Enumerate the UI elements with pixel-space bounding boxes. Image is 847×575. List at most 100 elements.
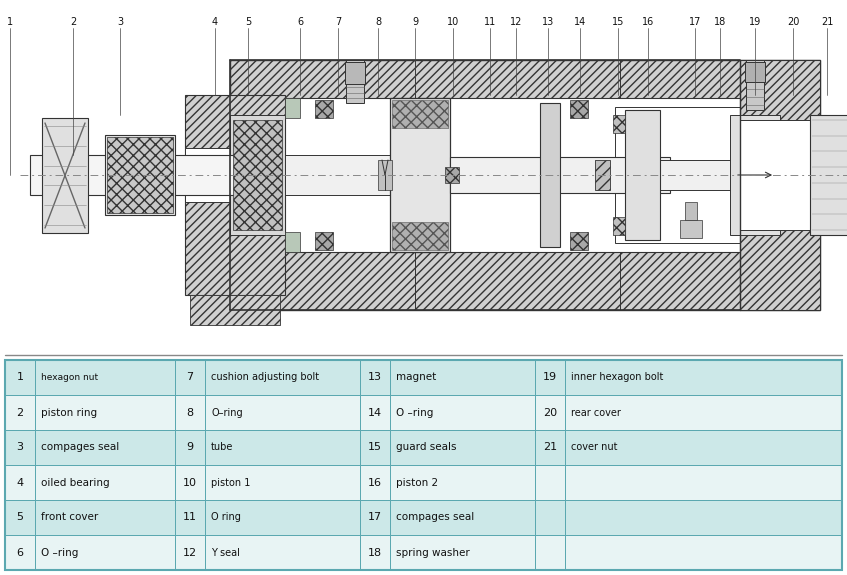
Bar (390, 360, 535, 395)
Bar (315, 100, 333, 118)
Text: 20: 20 (543, 408, 557, 417)
Bar (35, 535, 175, 570)
Bar (570, 100, 588, 118)
Bar (392, 100, 448, 128)
Text: 19: 19 (749, 17, 761, 27)
Bar (565, 395, 842, 430)
Bar (5, 500, 842, 535)
Bar (680, 220, 702, 238)
Bar (685, 202, 697, 220)
Text: 3: 3 (16, 443, 24, 453)
Bar (205, 535, 360, 570)
Bar (35, 500, 175, 535)
Text: piston ring: piston ring (41, 408, 97, 417)
Bar (35, 360, 175, 395)
Bar (175, 360, 205, 395)
Bar (392, 222, 448, 250)
Bar (175, 430, 205, 465)
Text: 1: 1 (16, 373, 24, 382)
Text: spring washer: spring washer (396, 547, 470, 558)
Bar (390, 465, 535, 500)
Bar (5, 465, 842, 500)
Bar (565, 535, 842, 570)
Bar (175, 395, 205, 430)
Text: 10: 10 (447, 17, 459, 27)
Bar (30, 155, 280, 195)
Text: 5: 5 (16, 512, 24, 523)
Bar (535, 395, 565, 430)
Bar (346, 60, 364, 103)
Bar (660, 160, 760, 190)
Bar (5, 360, 35, 395)
Bar (740, 120, 820, 230)
Bar (285, 98, 300, 118)
Bar (613, 115, 625, 133)
Bar (390, 535, 535, 570)
Bar (175, 500, 205, 535)
Text: 2: 2 (69, 17, 76, 27)
Bar (390, 500, 535, 535)
Bar (450, 157, 670, 193)
Bar (205, 500, 360, 535)
Text: front cover: front cover (41, 512, 98, 523)
Bar (360, 430, 390, 465)
Bar (230, 60, 820, 310)
Bar (570, 232, 588, 250)
Text: O–ring: O–ring (211, 408, 242, 417)
Bar (565, 465, 842, 500)
Text: oiled bearing: oiled bearing (41, 477, 109, 488)
Bar (730, 115, 780, 235)
Bar (390, 98, 450, 252)
Text: cushion adjusting bolt: cushion adjusting bolt (211, 373, 319, 382)
Bar (613, 217, 625, 235)
Bar (535, 465, 565, 500)
Text: O –ring: O –ring (41, 547, 79, 558)
Bar (5, 360, 842, 395)
Bar (535, 360, 565, 395)
Bar (535, 430, 565, 465)
Text: compages seal: compages seal (396, 512, 474, 523)
Bar (745, 62, 765, 82)
Bar (175, 465, 205, 500)
Bar (205, 395, 360, 430)
Text: cover nut: cover nut (571, 443, 617, 453)
Text: 7: 7 (335, 17, 341, 27)
Text: 21: 21 (821, 17, 833, 27)
Bar (185, 148, 285, 202)
Text: 13: 13 (368, 373, 382, 382)
Text: compages seal: compages seal (41, 443, 119, 453)
Text: 6: 6 (16, 547, 24, 558)
Text: 17: 17 (689, 17, 701, 27)
Text: Y seal: Y seal (211, 547, 240, 558)
Text: 16: 16 (368, 477, 382, 488)
Text: O ring: O ring (211, 512, 241, 523)
Bar (535, 500, 565, 535)
Bar (107, 137, 173, 213)
Bar (595, 160, 610, 190)
Text: rear cover: rear cover (571, 408, 621, 417)
Text: 4: 4 (16, 477, 24, 488)
Text: piston 2: piston 2 (396, 477, 438, 488)
Bar (625, 110, 660, 240)
Text: 17: 17 (368, 512, 382, 523)
Text: tube: tube (211, 443, 234, 453)
Bar (5, 535, 35, 570)
Bar (390, 395, 535, 430)
Bar (565, 500, 842, 535)
Text: 15: 15 (368, 443, 382, 453)
Text: 16: 16 (642, 17, 654, 27)
Text: 3: 3 (117, 17, 123, 27)
Bar (378, 160, 392, 190)
Bar (285, 232, 300, 252)
Bar (615, 107, 815, 243)
Text: 8: 8 (186, 408, 194, 417)
Text: inner hexagon bolt: inner hexagon bolt (571, 373, 663, 382)
Bar (535, 535, 565, 570)
Bar (5, 430, 35, 465)
Text: 1: 1 (7, 17, 13, 27)
Bar (5, 500, 35, 535)
Text: piston 1: piston 1 (211, 477, 251, 488)
Text: 7: 7 (186, 373, 194, 382)
Text: 14: 14 (574, 17, 586, 27)
Text: hexagon nut: hexagon nut (41, 373, 98, 382)
